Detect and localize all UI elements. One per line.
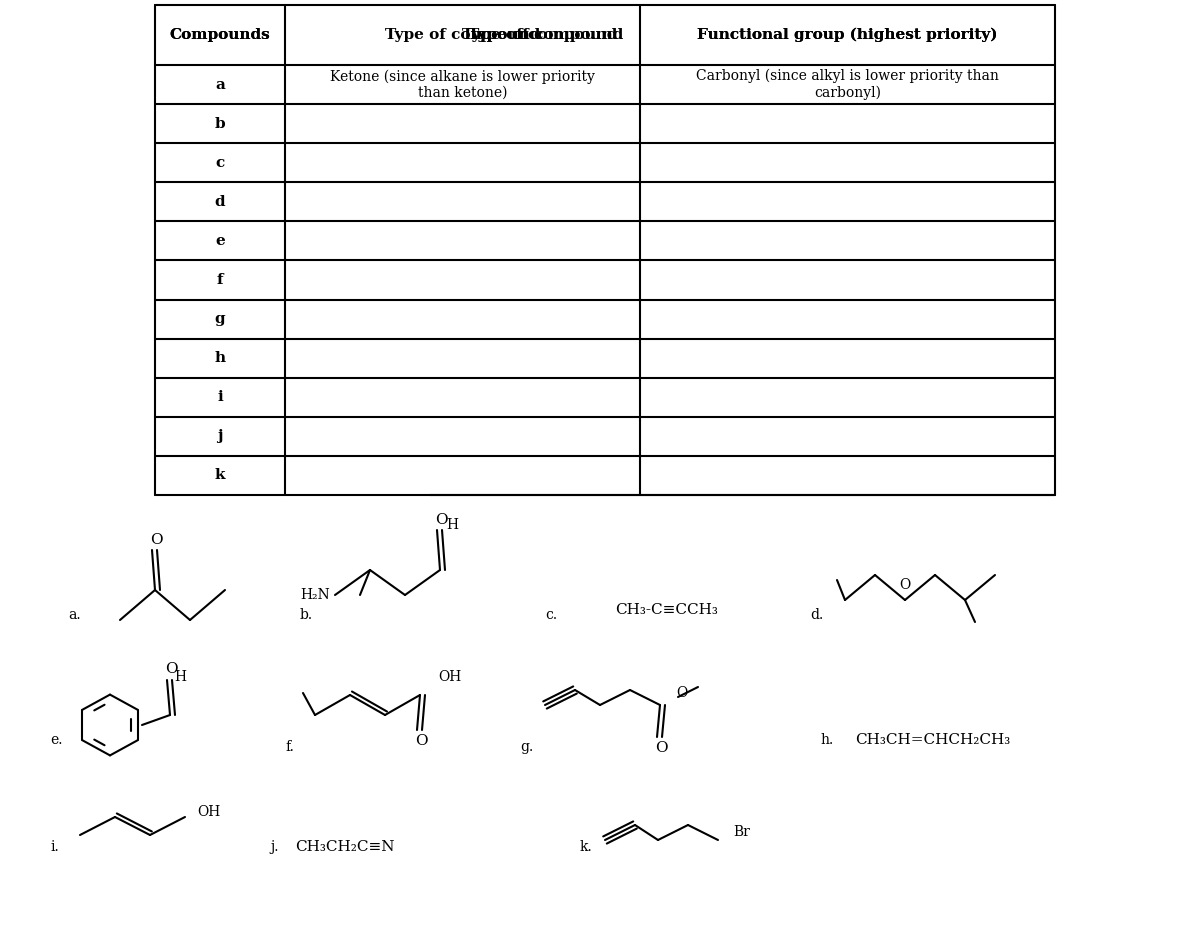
Text: b.: b. xyxy=(300,608,313,622)
Text: Functional group (highest priority): Functional group (highest priority) xyxy=(697,28,997,43)
Text: OH: OH xyxy=(197,805,221,819)
Text: Type of compound: Type of compound xyxy=(468,28,623,42)
Text: i: i xyxy=(217,390,223,404)
Text: Compounds: Compounds xyxy=(169,28,270,42)
Text: f.: f. xyxy=(286,740,294,754)
Text: h: h xyxy=(215,352,226,365)
Text: c.: c. xyxy=(545,608,557,622)
Text: c: c xyxy=(215,155,224,169)
Text: H₂N: H₂N xyxy=(300,588,330,602)
Text: Type of compound: Type of compound xyxy=(385,28,540,42)
Text: g: g xyxy=(215,312,226,327)
Text: d.: d. xyxy=(810,608,823,622)
Text: e.: e. xyxy=(50,733,62,747)
Text: Ketone (since alkane is lower priority
than ketone): Ketone (since alkane is lower priority t… xyxy=(330,69,595,100)
Text: Type of compound: Type of compound xyxy=(462,28,618,42)
Text: e: e xyxy=(215,234,224,248)
Text: OH: OH xyxy=(438,670,461,684)
Text: H: H xyxy=(446,518,458,532)
Text: Br: Br xyxy=(733,825,750,839)
Text: j: j xyxy=(217,429,223,443)
Text: b: b xyxy=(215,117,226,130)
Text: f: f xyxy=(217,273,223,287)
Text: O: O xyxy=(677,686,688,700)
Text: CH₃CH₂C≡N: CH₃CH₂C≡N xyxy=(295,840,395,854)
Text: Functional group (highest priority): Functional group (highest priority) xyxy=(697,28,997,43)
Text: i.: i. xyxy=(50,840,59,854)
Text: a.: a. xyxy=(68,608,80,622)
Text: CH₃CH=CHCH₂CH₃: CH₃CH=CHCH₂CH₃ xyxy=(854,733,1010,747)
Text: O: O xyxy=(415,734,427,748)
Text: h.: h. xyxy=(820,733,833,747)
Text: a: a xyxy=(215,78,224,92)
Text: Compounds: Compounds xyxy=(169,28,270,42)
Text: j.: j. xyxy=(270,840,278,854)
Text: O: O xyxy=(150,533,162,547)
Text: k: k xyxy=(215,468,226,483)
Text: CH₃-C≡CCH₃: CH₃-C≡CCH₃ xyxy=(616,603,718,617)
Text: d: d xyxy=(215,195,226,209)
Text: O: O xyxy=(655,741,667,755)
Text: k.: k. xyxy=(580,840,593,854)
Text: H: H xyxy=(174,670,186,684)
Text: g.: g. xyxy=(520,740,533,754)
Text: Carbonyl (since alkyl is lower priority than
carbonyl): Carbonyl (since alkyl is lower priority … xyxy=(696,69,998,100)
Text: O: O xyxy=(434,513,448,527)
Text: O: O xyxy=(899,578,911,592)
Text: O: O xyxy=(164,662,178,676)
